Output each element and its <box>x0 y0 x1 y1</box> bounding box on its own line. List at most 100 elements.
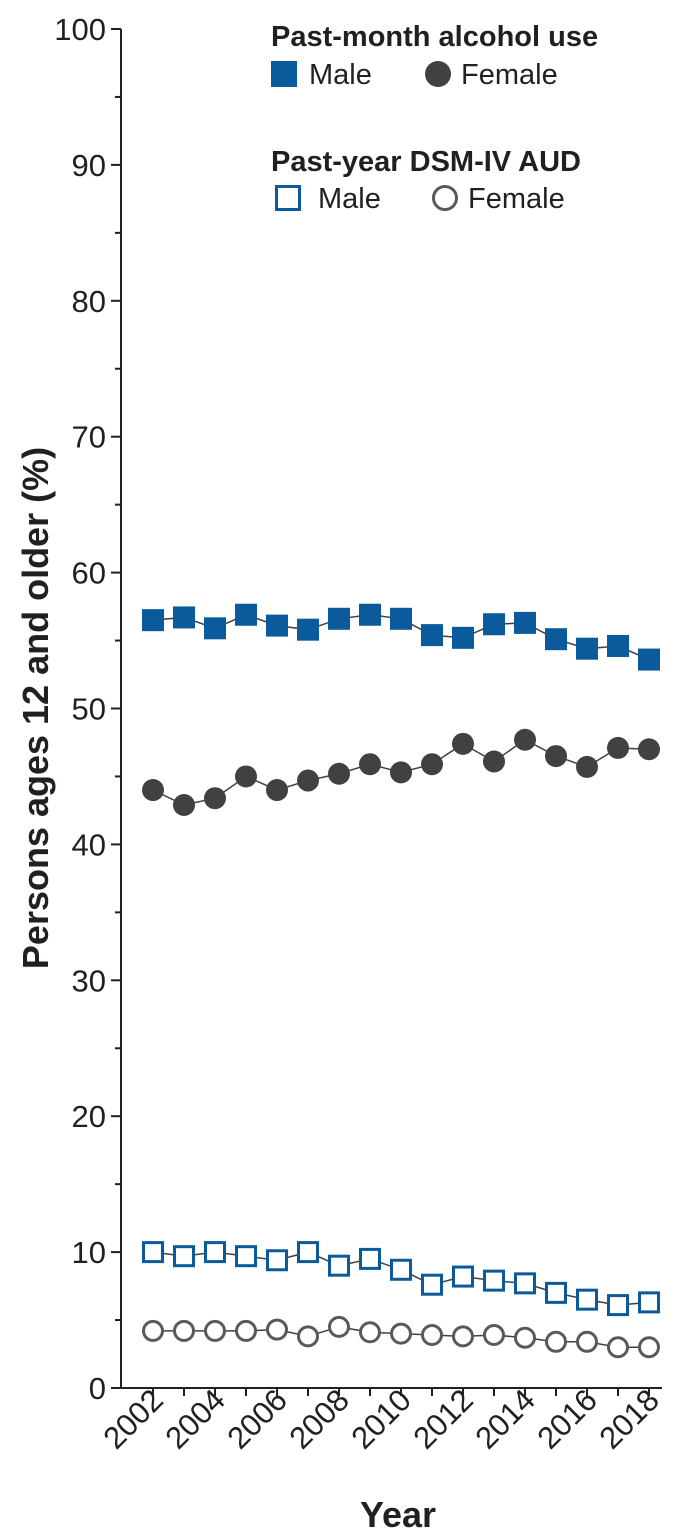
data-point <box>266 779 288 802</box>
legend-marker <box>425 61 451 87</box>
data-point <box>390 607 412 630</box>
x-tick-label: 2010 <box>344 1382 418 1456</box>
data-point <box>607 634 629 657</box>
data-point <box>545 745 567 768</box>
series-male-alcohol-use <box>142 603 660 671</box>
data-point <box>483 750 505 773</box>
y-tick-label: 0 <box>89 1371 106 1406</box>
legend-label: Male <box>318 183 381 215</box>
data-point <box>173 606 195 629</box>
data-point <box>173 793 195 816</box>
data-point <box>483 613 505 636</box>
data-point <box>452 626 474 649</box>
y-tick-label: 90 <box>72 148 106 183</box>
data-point <box>359 1247 381 1270</box>
data-point <box>514 1326 536 1349</box>
data-point <box>452 1325 474 1348</box>
y-tick-label: 60 <box>72 556 106 591</box>
y-tick-label: 30 <box>72 963 106 998</box>
data-point <box>390 1258 412 1281</box>
data-point <box>359 753 381 776</box>
x-tick-label: 2004 <box>158 1382 232 1456</box>
data-point <box>483 1323 505 1346</box>
x-tick-label: 2014 <box>468 1382 542 1456</box>
legend-heading: Past-month alcohol use <box>271 21 598 53</box>
legend-marker <box>432 185 458 211</box>
data-point <box>514 611 536 634</box>
data-point <box>297 1325 319 1348</box>
x-tick-label: 2018 <box>592 1382 666 1456</box>
data-point <box>638 1291 660 1314</box>
y-tick-label: 10 <box>72 1235 106 1270</box>
data-point <box>328 1254 350 1277</box>
data-point <box>607 1336 629 1359</box>
legend-heading: Past-year DSM-IV AUD <box>271 146 581 178</box>
data-point <box>173 1245 195 1268</box>
legend: Past-month alcohol use Male Female Past-yea… <box>271 21 598 215</box>
x-tick-label: 2016 <box>530 1382 604 1456</box>
data-point <box>235 603 257 626</box>
data-point <box>390 761 412 784</box>
data-point <box>421 1323 443 1346</box>
series-male-aud <box>142 1241 660 1317</box>
data-point <box>204 787 226 810</box>
data-point <box>266 614 288 637</box>
data-point <box>328 1315 350 1338</box>
data-point <box>142 1241 164 1264</box>
data-point <box>266 1318 288 1341</box>
data-point <box>235 1245 257 1268</box>
data-point <box>576 637 598 660</box>
y-tick-label: 80 <box>72 284 106 319</box>
data-point <box>452 1265 474 1288</box>
data-point <box>545 628 567 651</box>
data-point <box>328 607 350 630</box>
data-point <box>452 732 474 755</box>
y-axis-title: Persons ages 12 and older (%) <box>15 447 56 969</box>
data-point <box>421 753 443 776</box>
x-tick-label: 2002 <box>96 1382 170 1456</box>
data-point <box>638 1336 660 1359</box>
data-point <box>204 1241 226 1264</box>
data-point <box>607 736 629 759</box>
data-point <box>328 762 350 785</box>
data-point <box>607 1294 629 1317</box>
data-point <box>204 617 226 640</box>
y-tick-label: 70 <box>72 420 106 455</box>
data-point <box>297 1241 319 1264</box>
y-tick-label: 40 <box>72 827 106 862</box>
data-point <box>545 1330 567 1353</box>
x-tick-label: 2006 <box>220 1382 294 1456</box>
data-point <box>638 648 660 671</box>
y-tick-label: 20 <box>72 1099 106 1134</box>
data-point <box>235 1319 257 1342</box>
legend-marker <box>271 61 297 87</box>
data-point <box>142 1319 164 1342</box>
data-point <box>266 1249 288 1272</box>
legend-label: Female <box>461 59 558 91</box>
data-point <box>204 1319 226 1342</box>
data-point <box>545 1281 567 1304</box>
legend-marker <box>275 185 301 211</box>
series-female-aud <box>142 1315 660 1359</box>
data-point <box>483 1269 505 1292</box>
x-axis-title: Year <box>360 1494 436 1535</box>
series-layer <box>142 603 660 1359</box>
data-point <box>638 738 660 761</box>
data-point <box>142 779 164 802</box>
data-point <box>514 728 536 751</box>
x-tick-label: 2008 <box>282 1382 356 1456</box>
data-point <box>576 755 598 778</box>
data-point <box>576 1288 598 1311</box>
legend-label: Female <box>468 183 565 215</box>
data-point <box>390 1322 412 1345</box>
x-tick-label: 2012 <box>406 1382 480 1456</box>
legend-label: Male <box>309 59 372 91</box>
data-point <box>142 609 164 632</box>
data-point <box>297 618 319 641</box>
data-point <box>421 624 443 647</box>
data-point <box>297 769 319 792</box>
data-point <box>173 1319 195 1342</box>
data-point <box>359 603 381 626</box>
